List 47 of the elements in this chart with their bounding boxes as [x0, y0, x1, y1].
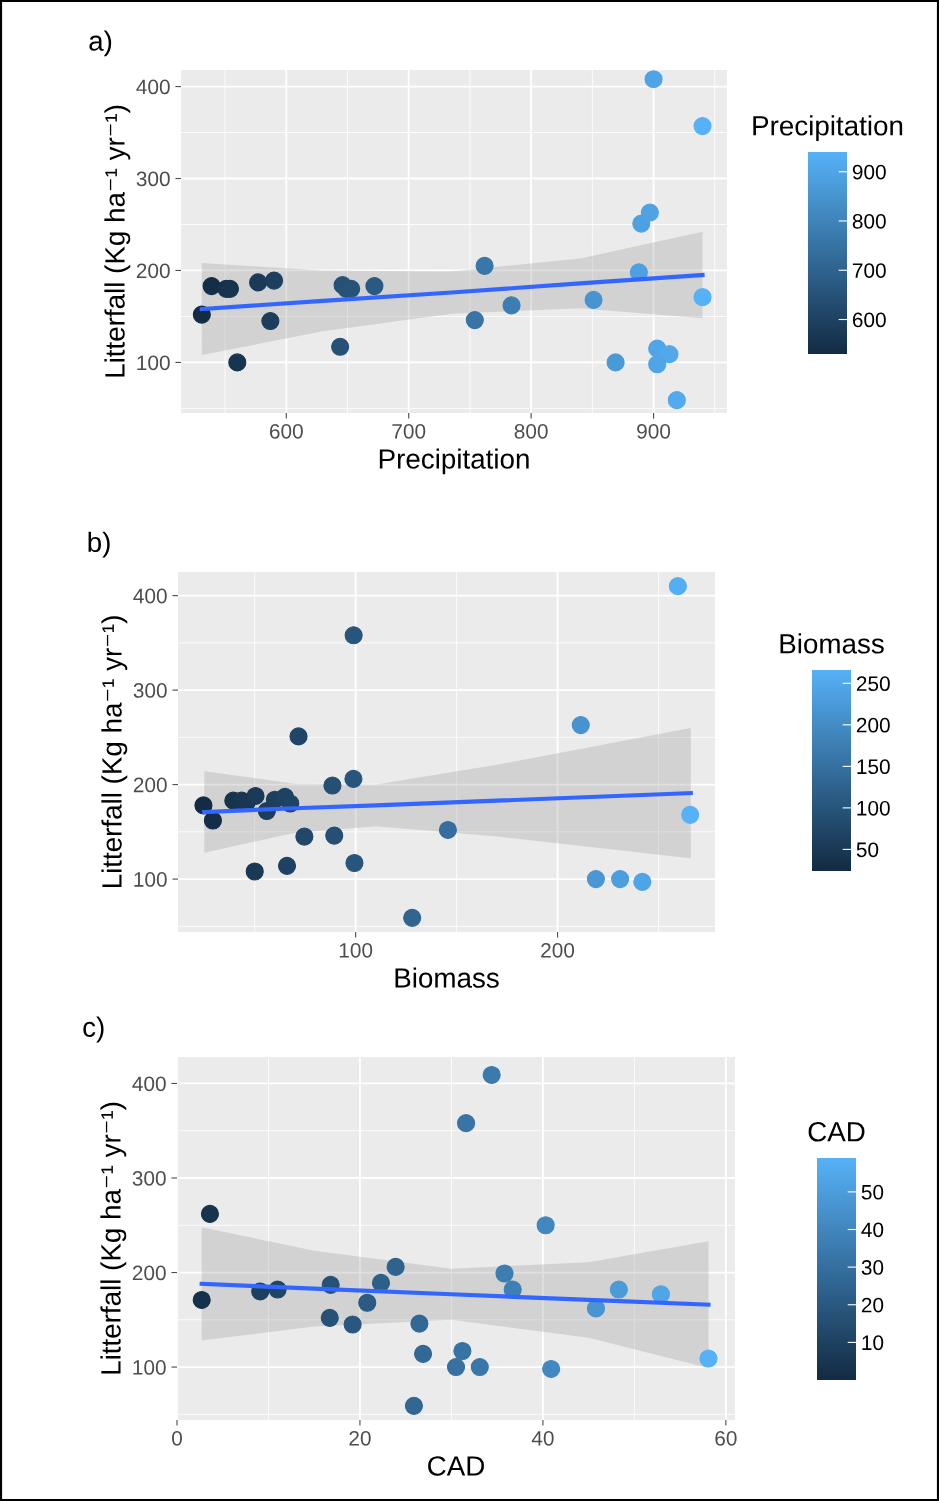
y-tick-label: 300 — [136, 171, 170, 187]
color-bar-label: 30 — [861, 1260, 884, 1275]
y-tick-label: 100 — [134, 872, 167, 887]
x-tick-label: 0 — [172, 1430, 182, 1446]
color-bar-title: CAD — [808, 1121, 865, 1142]
y-axis-title: Litterfall (Kg ha⁻¹ yr⁻¹) — [104, 105, 131, 377]
x-tick-label: 900 — [637, 423, 671, 439]
color-bar-label: 200 — [856, 717, 890, 733]
color-bar-label: 600 — [852, 312, 886, 328]
y-tick-label: 100 — [137, 355, 170, 371]
chart-title: b) — [88, 531, 110, 558]
y-axis-title: Litterfall (Kg ha⁻¹ yr⁻¹) — [100, 1102, 127, 1374]
x-axis-title: CAD — [428, 1456, 484, 1476]
color-bar-label: 20 — [861, 1297, 884, 1313]
x-tick-label: 40 — [531, 1430, 554, 1446]
x-tick-label: 60 — [715, 1430, 737, 1446]
line-series — [199, 1281, 711, 1307]
y-tick-label: 400 — [132, 1076, 166, 1092]
color-bar-label: 50 — [856, 842, 879, 858]
chart-title: a) — [89, 30, 112, 57]
x-tick-label: 700 — [392, 423, 426, 439]
x-axis-title: Biomass — [395, 967, 499, 988]
color-bar-label: 10 — [862, 1335, 884, 1351]
color-bar-title: Biomass — [780, 633, 884, 654]
color-bar-label: 900 — [852, 164, 886, 180]
color-bar-label: 700 — [852, 263, 886, 278]
y-tick-label: 400 — [136, 79, 170, 95]
color-bar-label: 40 — [861, 1222, 884, 1238]
y-tick-label: 400 — [133, 588, 167, 604]
color-bar-label: 50 — [861, 1184, 884, 1200]
y-tick-label: 200 — [133, 777, 167, 793]
y-tick-label: 300 — [132, 1171, 166, 1186]
x-axis-title: Precipitation — [379, 448, 529, 475]
chart-title: c) — [83, 1016, 104, 1043]
color-bar-title: Precipitation — [753, 115, 903, 142]
color-bar-label: 150 — [857, 759, 890, 775]
color-bar-label: 250 — [856, 676, 890, 692]
x-tick-label: 20 — [349, 1430, 371, 1446]
y-tick-label: 200 — [132, 1265, 166, 1281]
y-axis-title: Litterfall (Kg ha⁻¹ yr⁻¹) — [101, 616, 128, 888]
y-tick-label: 200 — [136, 263, 170, 279]
x-tick-label: 600 — [269, 423, 303, 439]
y-tick-label: 300 — [133, 683, 167, 698]
color-bar-label: 100 — [857, 800, 890, 816]
x-tick-label: 800 — [514, 423, 548, 439]
color-bar-label: 800 — [852, 213, 886, 229]
y-tick-label: 100 — [133, 1360, 166, 1375]
